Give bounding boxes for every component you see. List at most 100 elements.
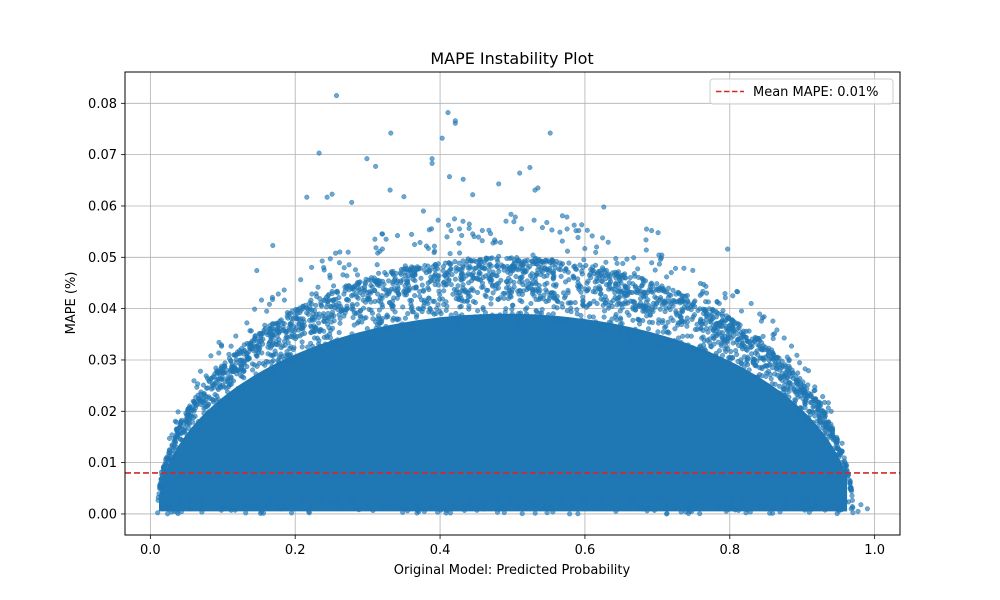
scatter-point	[260, 341, 266, 347]
scatter-point	[718, 323, 724, 329]
scatter-point	[560, 318, 566, 324]
scatter-point	[200, 382, 206, 388]
scatter-point	[508, 497, 514, 503]
scatter-point	[166, 435, 172, 441]
scatter-point	[726, 326, 732, 332]
scatter-point	[205, 409, 211, 415]
scatter-point	[537, 294, 543, 300]
scatter-point	[751, 358, 757, 364]
scatter-point	[327, 256, 333, 262]
scatter-point	[396, 291, 402, 297]
scatter-point	[446, 222, 452, 228]
scatter-point	[163, 457, 169, 463]
scatter-point	[247, 497, 253, 503]
scatter-point	[157, 486, 163, 492]
scatter-point	[382, 270, 388, 276]
scatter-point	[504, 256, 510, 262]
scatter-point	[494, 497, 500, 503]
scatter-point	[394, 295, 400, 301]
scatter-point	[643, 237, 649, 243]
scatter-point	[393, 288, 399, 294]
scatter-point	[212, 371, 218, 377]
scatter-point	[527, 263, 533, 269]
scatter-point	[309, 317, 315, 323]
scatter-point	[421, 509, 427, 515]
scatter-point	[468, 272, 474, 278]
scatter-point	[466, 221, 472, 227]
y-axis-title: MAPE (%)	[64, 272, 79, 335]
scatter-point	[603, 276, 609, 282]
scatter-point	[677, 297, 683, 303]
scatter-point	[320, 313, 326, 319]
scatter-point	[656, 261, 662, 267]
scatter-point	[268, 498, 274, 504]
scatter-point	[778, 365, 784, 371]
scatter-point	[553, 283, 559, 289]
scatter-point	[547, 265, 553, 271]
scatter-point	[359, 319, 365, 325]
scatter-point	[756, 502, 762, 508]
scatter-point	[653, 301, 659, 307]
scatter-point	[650, 289, 656, 295]
scatter-point	[250, 367, 256, 373]
scatter-point	[269, 294, 275, 300]
scatter-point	[475, 308, 481, 314]
scatter-point-outlier	[429, 156, 435, 162]
scatter-point	[216, 339, 222, 345]
scatter-point	[761, 314, 767, 320]
scatter-point-outlier	[388, 130, 394, 136]
scatter-point	[753, 350, 759, 356]
scatter-point	[821, 411, 827, 417]
scatter-point	[633, 307, 639, 313]
scatter-point	[739, 361, 745, 367]
scatter-point	[436, 288, 442, 294]
scatter-point	[824, 420, 830, 426]
scatter-point	[451, 286, 457, 292]
scatter-point	[602, 294, 608, 300]
scatter-point	[726, 316, 732, 322]
plot-frame	[124, 71, 901, 536]
scatter-point	[789, 367, 795, 373]
scatter-point	[757, 311, 763, 317]
scatter-point	[398, 267, 404, 273]
scatter-point	[613, 312, 619, 318]
scatter-point	[354, 301, 360, 307]
scatter-point	[509, 289, 515, 295]
scatter-point	[660, 496, 666, 502]
scatter-point	[697, 280, 703, 286]
scatter-point	[453, 310, 459, 316]
scatter-point	[300, 316, 306, 322]
scatter-point	[806, 509, 812, 515]
scatter-point	[643, 247, 649, 253]
scatter-point	[539, 310, 545, 316]
scatter-point	[522, 258, 528, 264]
scatter-point	[517, 276, 523, 282]
scatter-point	[256, 374, 262, 380]
scatter-point	[736, 343, 742, 349]
scatter-point	[830, 432, 836, 438]
scatter-point	[643, 299, 649, 305]
scatter-point	[672, 326, 678, 332]
scatter-point	[689, 508, 695, 514]
scatter-point	[559, 213, 565, 219]
scatter-point	[632, 326, 638, 332]
scatter-point	[195, 419, 201, 425]
scatter-point	[353, 267, 359, 273]
scatter-point	[224, 389, 230, 395]
scatter-point	[288, 352, 294, 358]
x-tick-label: 0.2	[285, 543, 306, 558]
scatter-point	[638, 330, 644, 336]
scatter-point	[298, 277, 304, 283]
scatter-point	[727, 357, 733, 363]
scatter-point	[426, 227, 432, 233]
scatter-point	[773, 360, 779, 366]
scatter-point	[654, 286, 660, 292]
scatter-point	[602, 300, 608, 306]
scatter-point	[592, 289, 598, 295]
y-tick-label: 0.04	[88, 302, 117, 317]
scatter-point	[832, 504, 838, 510]
scatter-point	[720, 353, 726, 359]
scatter-point-outlier	[644, 226, 650, 232]
scatter-point	[454, 321, 460, 327]
